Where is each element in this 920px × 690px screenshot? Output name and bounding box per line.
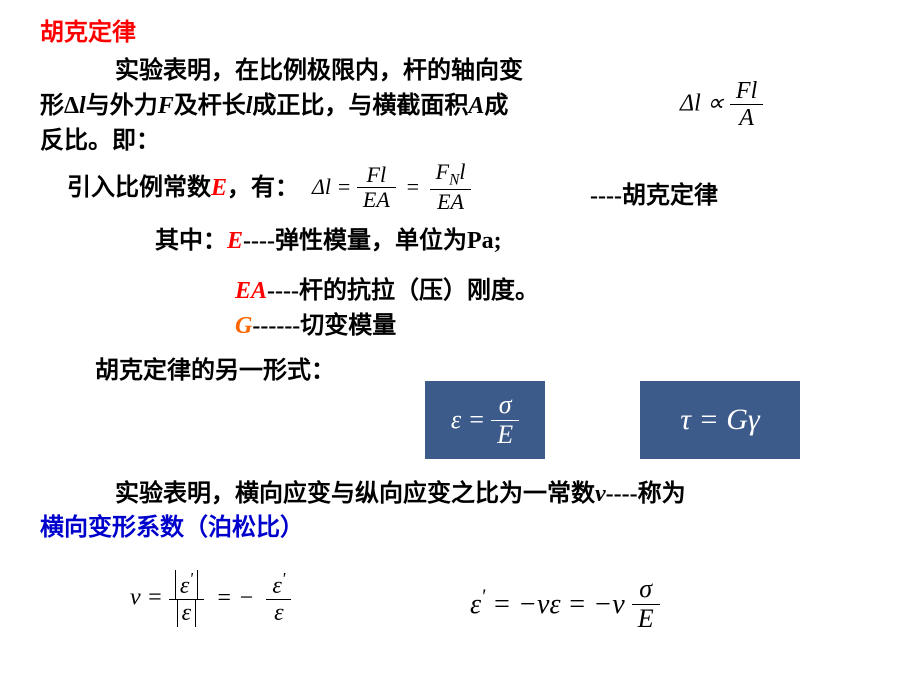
other-form-label: 胡克定律的另一形式： bbox=[95, 355, 335, 389]
equation-box-epsilon: ε = σE bbox=[425, 381, 545, 459]
g-label: G------切变模量 bbox=[235, 310, 396, 344]
where-label: 其中：E----弹性模量，单位为Pa; bbox=[155, 225, 502, 259]
equation-proportional: Δl ∝ FlA bbox=[680, 78, 763, 132]
hooke-label: ----胡克定律 bbox=[590, 180, 718, 214]
equation-nu: ν = ε' ε = − ε' ε bbox=[130, 570, 291, 627]
poisson-label: 横向变形系数（泊松比） bbox=[40, 512, 304, 546]
intro-const: 引入比例常数E，有： bbox=[67, 172, 299, 206]
para1-line1: 实验表明，在比例极限内，杆的轴向变 bbox=[115, 55, 523, 89]
page-title: 胡克定律 bbox=[40, 12, 136, 47]
equation-eps-prime: ε' = −νε = −ν σE bbox=[470, 575, 660, 633]
equation-hooke: Δl = FlEA = FNlEA bbox=[312, 160, 471, 215]
para1-line3: 反比。即： bbox=[40, 125, 160, 159]
ea-label: EA----杆的抗拉（压）刚度。 bbox=[235, 275, 539, 309]
equation-box-tau: τ = Gγ bbox=[640, 381, 800, 459]
para2-line1: 实验表明，横向应变与纵向应变之比为一常数ν----称为 bbox=[115, 478, 686, 512]
para1-line2: 形Δl与外力F及杆长l成正比，与横截面积A成 bbox=[40, 90, 508, 124]
